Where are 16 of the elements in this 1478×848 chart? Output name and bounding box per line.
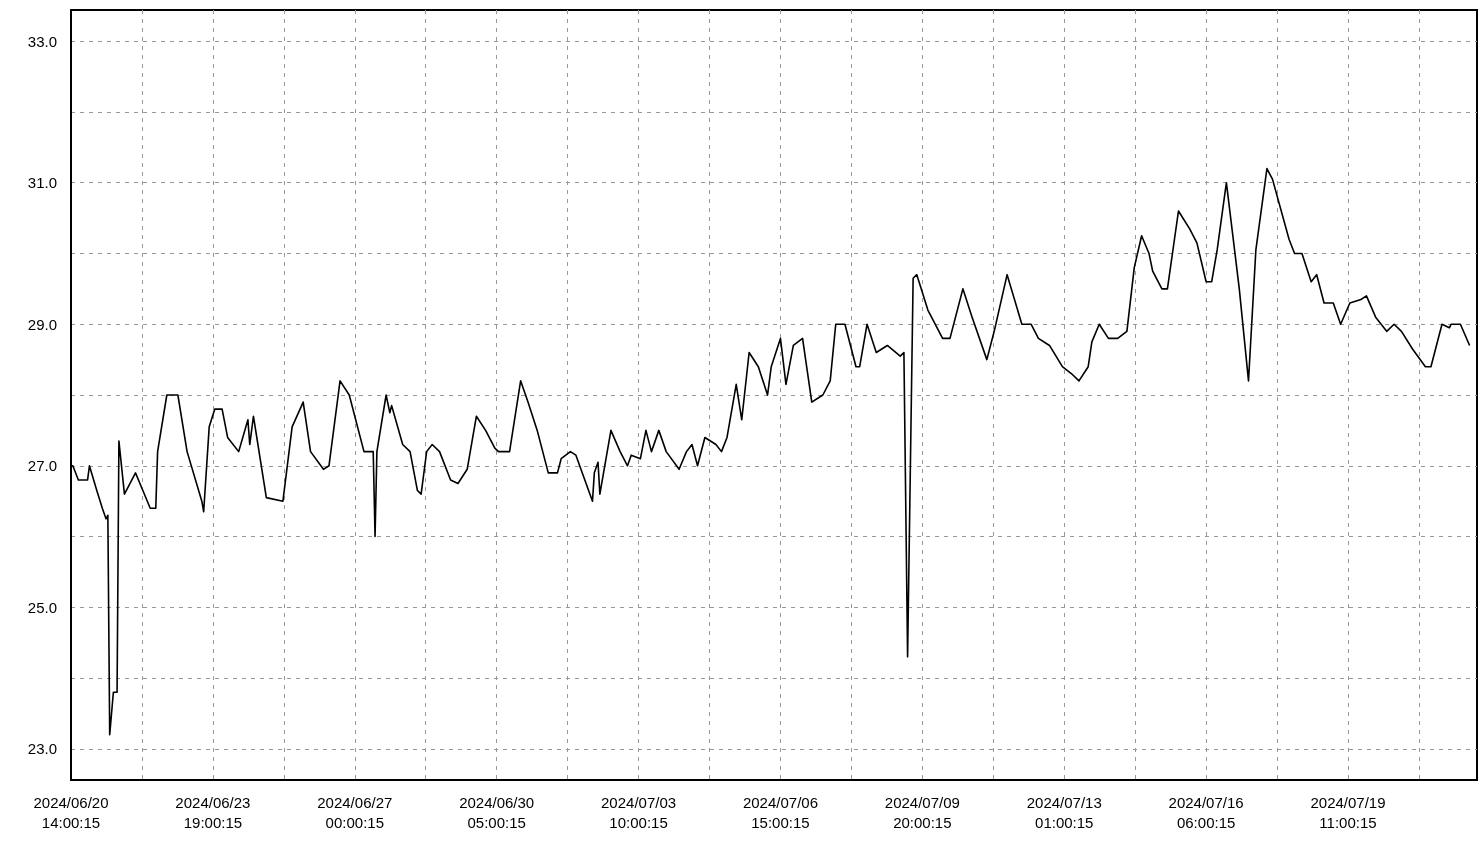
x-tick-label: 2024/06/27 00:00:15: [317, 793, 393, 831]
y-tick-label: 23.0: [27, 740, 57, 758]
x-tick-label: 2024/07/03 10:00:15: [601, 793, 677, 831]
y-tick-label: 27.0: [27, 457, 57, 475]
x-tick-label: 2024/07/09 20:00:15: [884, 793, 960, 831]
x-tick-label: 2024/06/23 19:00:15: [175, 793, 251, 831]
y-tick-label: 25.0: [27, 598, 57, 616]
x-tick-label: 2024/07/06 15:00:15: [742, 793, 818, 831]
x-tick-label: 2024/07/13 01:00:15: [1026, 793, 1102, 831]
y-tick-label: 29.0: [27, 315, 57, 333]
x-tick-label: 2024/07/19 11:00:15: [1310, 793, 1386, 831]
x-tick-label: 2024/07/16 06:00:15: [1168, 793, 1244, 831]
x-tick-label: 2024/06/20 14:00:15: [33, 793, 109, 831]
y-tick-label: 33.0: [27, 32, 57, 50]
y-tick-label: 31.0: [27, 174, 57, 192]
x-tick-label: 2024/06/30 05:00:15: [459, 793, 535, 831]
